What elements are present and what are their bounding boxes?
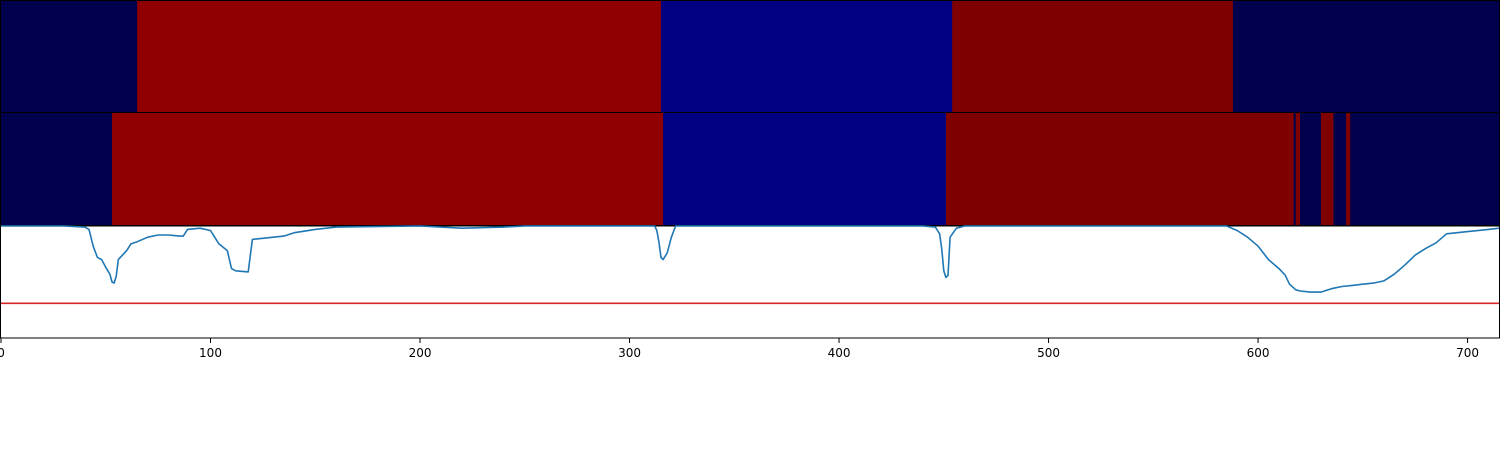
x-tick-label: 300: [618, 346, 641, 360]
segment-bar: [952, 1, 1234, 112]
segment-row-2: [0, 112, 1500, 226]
signal-frame: [0, 225, 1500, 339]
x-tick-label: 600: [1247, 346, 1270, 360]
segment-bar: [1232, 1, 1500, 112]
segment-bar: [945, 113, 1295, 225]
signal-line: [1, 225, 1500, 293]
segment-bar: [1346, 113, 1351, 225]
x-axis: 0 100 200 300 400 500 600 700: [0, 338, 1479, 360]
segment-bar: [112, 113, 664, 225]
signal-panel: [0, 225, 1500, 339]
x-tick-label: 200: [409, 346, 432, 360]
segment-bar: [1, 113, 113, 225]
segment-bar: [1299, 113, 1322, 225]
x-tick-label: 100: [199, 346, 222, 360]
segment-row-1: [0, 0, 1500, 113]
segment-bar: [1293, 113, 1297, 225]
x-tick-label: 0: [0, 346, 5, 360]
segment-bar: [137, 1, 662, 112]
x-tick-label: 700: [1456, 346, 1479, 360]
segment-bar: [663, 113, 947, 225]
x-tick-label: 400: [828, 346, 851, 360]
segment-bar: [1295, 113, 1301, 225]
x-tick-label: 500: [1037, 346, 1060, 360]
segment-bar: [1350, 113, 1500, 225]
segment-bar: [1333, 113, 1347, 225]
segment-bar: [1320, 113, 1334, 225]
segment-bar: [660, 1, 953, 112]
segment-bar: [1, 1, 138, 112]
